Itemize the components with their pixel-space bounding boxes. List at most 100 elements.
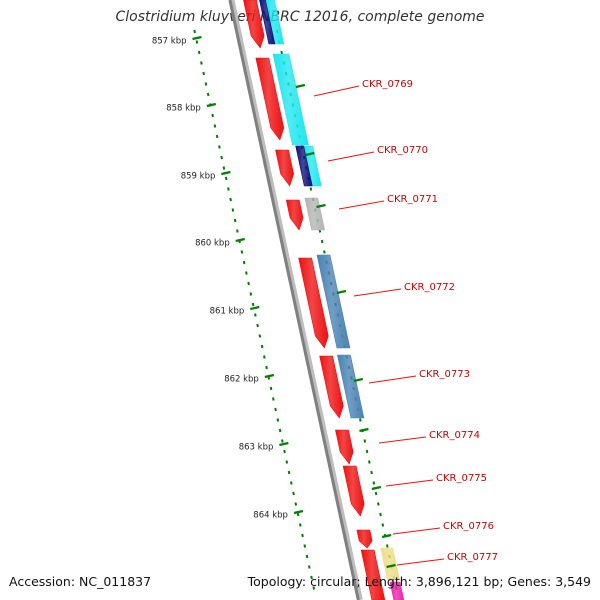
gene-pointer-line <box>313 85 360 97</box>
tick-dot <box>296 512 300 517</box>
tick-dot <box>240 250 244 254</box>
tick-dot <box>206 92 210 97</box>
tick-dot <box>224 176 228 181</box>
feature-bar-cyan <box>272 53 309 146</box>
cds-arrow-9 <box>356 529 373 549</box>
tick-dot <box>309 187 313 191</box>
cds-arrow-10 <box>360 549 386 600</box>
tick-dot <box>220 155 223 160</box>
gene-label: CKR_0772 <box>404 282 455 293</box>
kbp-tick <box>206 102 217 108</box>
cds-arrow-5 <box>298 257 329 349</box>
tick-dot <box>213 124 217 128</box>
tick-dot <box>218 145 221 149</box>
feature-bar-magenta <box>389 581 405 600</box>
tick-dot <box>245 271 248 275</box>
feature-tick <box>359 427 369 433</box>
feature-tick <box>316 203 326 209</box>
tick-dot <box>372 481 376 485</box>
tick-dot <box>265 365 268 370</box>
feature-bar-navy <box>259 0 276 45</box>
kbp-label: 863 kbp <box>239 443 274 453</box>
feature-tick <box>371 485 382 491</box>
tick-dot <box>363 439 367 443</box>
kbp-tick <box>235 237 245 243</box>
tick-dot <box>263 355 266 359</box>
gene-pointer-line <box>353 288 402 297</box>
tick-dot <box>323 250 326 254</box>
gene-label: CKR_0770 <box>377 145 428 156</box>
tick-dot <box>251 302 255 307</box>
gene-label: CKR_0777 <box>447 552 498 563</box>
gene-label: CKR_0773 <box>419 369 470 380</box>
tick-dot <box>312 586 316 590</box>
tick-dot <box>227 187 230 191</box>
tick-dot <box>379 512 382 517</box>
gene-pointer-line <box>385 479 434 487</box>
cds-arrow-8 <box>342 465 365 517</box>
tick-dot <box>195 40 199 44</box>
tick-dot <box>298 523 302 527</box>
tick-dot <box>272 397 275 401</box>
cds-arrow-1 <box>243 0 265 49</box>
tick-dot <box>283 449 286 454</box>
gene-pointer-line <box>327 151 375 162</box>
tick-dot <box>256 323 259 328</box>
kbp-label: 859 kbp <box>181 172 216 182</box>
tick-dot <box>287 470 291 475</box>
gene-label: CKR_0776 <box>443 521 494 532</box>
kbp-label: 862 kbp <box>224 375 259 385</box>
tick-dot <box>274 407 277 412</box>
cds-arrow-2 <box>255 57 285 141</box>
kbp-tick <box>250 305 260 311</box>
tick-dot <box>292 491 295 496</box>
tick-dot <box>365 449 369 454</box>
feature-tick <box>305 151 315 157</box>
tick-dot <box>368 460 371 464</box>
genome-backbone <box>228 0 360 600</box>
feature-tick <box>295 83 306 89</box>
tick-dot <box>202 71 205 76</box>
kbp-tick <box>221 170 231 176</box>
tick-dot <box>204 82 208 86</box>
tick-dot <box>285 460 289 464</box>
tick-dot <box>320 239 324 244</box>
tick-dot <box>290 481 293 485</box>
tick-dot <box>307 565 311 569</box>
tick-dot <box>260 344 264 349</box>
tick-dot <box>310 575 313 580</box>
cds-arrow-3 <box>275 149 294 187</box>
tick-dot <box>269 386 273 391</box>
gene-label: CKR_0775 <box>436 473 487 484</box>
tick-dot <box>280 50 283 55</box>
tick-dot <box>374 491 378 496</box>
tick-dot <box>258 334 262 338</box>
feature-bar-gray <box>304 197 326 231</box>
tick-dot <box>193 29 196 34</box>
accession-text: Accession: NC_011837 <box>9 574 152 589</box>
gene-label: CKR_0774 <box>429 430 480 441</box>
tick-dot <box>370 470 373 475</box>
feature-bar-steelblue <box>337 354 365 419</box>
topology-text: Topology: circular; Length: 3,896,121 bp… <box>247 574 591 589</box>
tick-dot <box>242 260 246 265</box>
tick-dot <box>229 197 232 202</box>
kbp-label: 861 kbp <box>210 307 245 317</box>
kbp-tick <box>293 509 304 515</box>
gene-pointer-line <box>368 375 417 384</box>
map-title: Clostridium kluyveri NBRC 12016, complet… <box>115 9 485 25</box>
tick-dot <box>236 229 239 233</box>
tick-dot <box>303 544 307 548</box>
kbp-label: 860 kbp <box>195 239 230 249</box>
feature-bar-khaki <box>380 547 400 581</box>
cds-arrow-6 <box>319 355 344 419</box>
kbp-tick <box>192 35 202 41</box>
tick-dot <box>200 61 203 65</box>
feature-tick <box>381 533 392 539</box>
tick-dot <box>281 439 284 443</box>
tick-dot <box>385 544 389 548</box>
feature-tick <box>353 377 363 383</box>
tick-dot <box>381 523 385 527</box>
tick-dot <box>249 292 253 296</box>
cds-arrow-4 <box>285 199 304 231</box>
